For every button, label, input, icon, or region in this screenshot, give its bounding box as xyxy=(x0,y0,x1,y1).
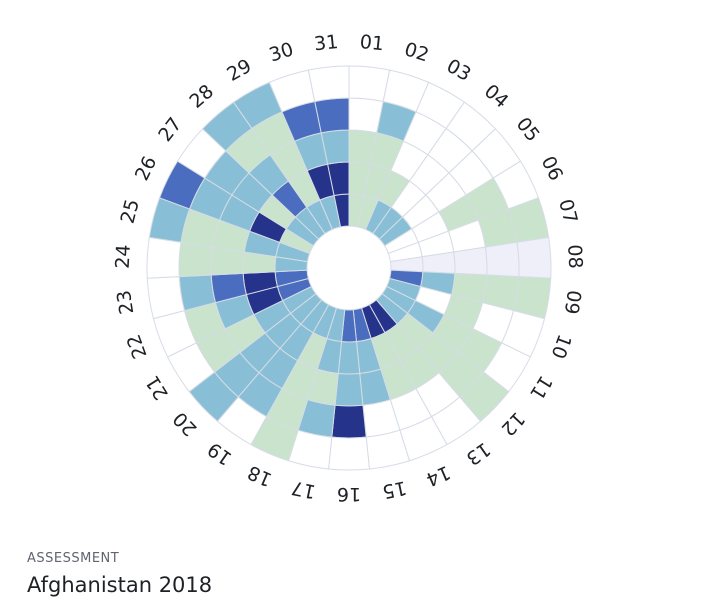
heatmap-cell-day-16-ring-3 xyxy=(334,372,364,407)
day-label-19: 19 xyxy=(204,438,236,470)
day-label-04: 04 xyxy=(480,80,513,112)
heatmap-cell-day-31-ring-5 xyxy=(307,65,350,103)
day-label-28: 28 xyxy=(185,80,218,112)
day-label-24: 24 xyxy=(112,244,135,269)
day-label-27: 27 xyxy=(154,113,186,146)
day-label-22: 22 xyxy=(123,331,152,361)
day-label-09: 09 xyxy=(560,289,585,316)
heatmap-cell-day-08-ring-3 xyxy=(453,246,488,276)
heatmap-cell-day-16-ring-4 xyxy=(331,404,367,439)
caption-kicker: ASSESSMENT xyxy=(27,551,120,566)
day-label-26: 26 xyxy=(131,153,161,184)
heatmap-cell-day-01-ring-5 xyxy=(348,65,391,103)
day-label-10: 10 xyxy=(546,331,575,361)
day-label-17: 17 xyxy=(289,476,317,502)
heatmap-cell-day-24-ring-5 xyxy=(146,236,182,279)
day-label-01: 01 xyxy=(359,31,385,55)
heatmap-cells xyxy=(146,65,552,471)
day-label-03: 03 xyxy=(443,55,475,86)
day-label-15: 15 xyxy=(380,476,408,502)
day-label-14: 14 xyxy=(423,461,454,491)
heatmap-cell-day-16-ring-5 xyxy=(328,436,370,471)
heatmap-cell-day-08-ring-4 xyxy=(484,241,520,278)
day-label-21: 21 xyxy=(141,371,172,403)
day-label-05: 05 xyxy=(512,113,544,146)
heatmap-cell-day-23-ring-5 xyxy=(146,276,186,320)
day-label-07: 07 xyxy=(554,197,581,226)
day-label-25: 25 xyxy=(117,197,144,226)
day-label-31: 31 xyxy=(313,31,339,55)
day-label-16: 16 xyxy=(337,483,361,505)
day-label-11: 11 xyxy=(525,371,556,403)
day-label-13: 13 xyxy=(462,438,494,470)
day-label-18: 18 xyxy=(244,461,275,491)
day-label-02: 02 xyxy=(402,38,432,66)
day-label-30: 30 xyxy=(267,38,297,66)
heatmap-cell-day-08-ring-5 xyxy=(516,236,552,279)
day-label-23: 23 xyxy=(113,289,138,316)
chart-caption: ASSESSMENT Afghanistan 2018 xyxy=(27,551,212,597)
day-label-08: 08 xyxy=(563,244,586,269)
caption-title: Afghanistan 2018 xyxy=(27,573,213,597)
heatmap-cell-day-24-ring-4 xyxy=(178,241,214,278)
day-label-20: 20 xyxy=(169,407,202,440)
day-label-12: 12 xyxy=(496,407,529,440)
day-label-29: 29 xyxy=(223,55,255,86)
heatmap-cell-day-31-ring-4 xyxy=(314,97,350,134)
day-label-06: 06 xyxy=(537,153,567,184)
